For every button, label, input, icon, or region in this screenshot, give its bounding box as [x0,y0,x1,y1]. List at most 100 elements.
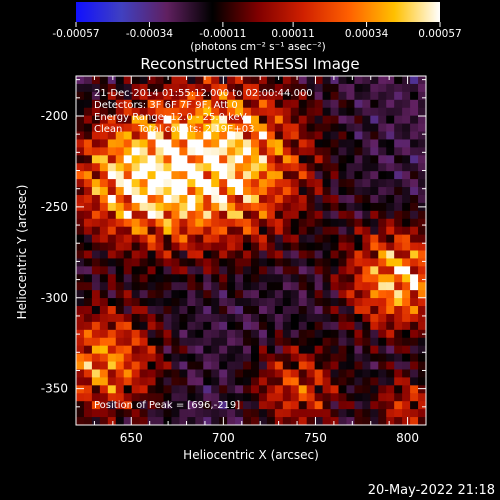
heatmap-cell [243,385,252,394]
heatmap-cell [410,155,419,164]
heatmap-cell [418,321,426,331]
heatmap-cell [274,409,284,418]
heatmap-cell [290,266,300,275]
heatmap-cell [243,171,252,180]
heatmap-cell [322,76,332,85]
heatmap-cell [394,171,403,180]
heatmap-cell [290,76,300,85]
heatmap-cell [386,187,395,196]
heatmap-cell [322,409,332,418]
heatmap-cell [338,163,348,172]
heatmap-cell [282,187,292,196]
heatmap-cell [83,242,93,252]
heatmap-cell [386,194,395,204]
heatmap-cell [330,123,340,133]
heatmap-cell [211,139,220,148]
heatmap-cell [410,417,419,425]
heatmap-cell [211,393,220,402]
heatmap-cell [187,258,196,267]
heatmap-cell [123,179,133,188]
heatmap-cell [219,218,228,228]
heatmap-cell [362,377,371,386]
heatmap-cell [83,266,93,275]
heatmap-cell [91,306,101,315]
heatmap-cell [410,250,419,260]
heatmap-cell [147,194,157,204]
heatmap-cell [418,401,426,410]
heatmap-cell [282,83,292,93]
heatmap-cell [219,226,228,236]
heatmap-cell [274,337,284,347]
heatmap-cell [83,226,93,236]
heatmap-cell [306,202,316,212]
heatmap-cell [402,83,411,93]
heatmap-cell [354,345,363,355]
heatmap-cell [219,337,228,347]
heatmap-cell [107,290,117,299]
heatmap-cell [99,83,109,93]
heatmap-cell [91,417,101,425]
heatmap-cell [195,171,204,180]
heatmap-cell [330,290,340,299]
heatmap-cell [155,250,165,260]
heatmap-cell [219,179,228,188]
heatmap-cell [258,107,268,117]
heatmap-cell [107,194,117,204]
heatmap-cell [211,401,220,410]
heatmap-cell [378,202,387,212]
heatmap-cell [346,345,355,355]
heatmap-cell [338,115,348,125]
heatmap-cell [274,115,284,125]
heatmap-cell [410,329,419,339]
heatmap-cell [147,306,157,315]
heatmap-cell [314,187,324,196]
heatmap-cell [91,290,101,299]
y-axis-ticks: -200-250-300-350 [41,79,426,426]
heatmap-cell [195,194,204,204]
heatmap-cell [290,329,300,339]
heatmap-cell [171,274,180,283]
heatmap-cell [227,107,236,117]
heatmap-cell [99,76,109,85]
heatmap-cell [410,226,419,236]
heatmap-cell [179,266,188,275]
heatmap-cell [346,329,355,339]
heatmap-cell [370,210,379,220]
heatmap-cell [378,258,387,267]
heatmap-cell [354,83,363,93]
heatmap-cell [354,218,363,228]
heatmap-cell [266,329,276,339]
heatmap-cell [203,353,212,363]
heatmap-cell [418,353,426,363]
heatmap-cell [402,329,411,339]
heatmap-cell [386,409,395,418]
heatmap-cell [219,321,228,331]
heatmap-cell [378,313,387,323]
heatmap-cell [243,306,252,315]
heatmap-cell [115,155,125,164]
heatmap-cell [179,329,188,339]
heatmap-cell [274,155,284,164]
heatmap-cell [131,306,141,315]
heatmap-cell [410,171,419,180]
heatmap-cell [107,313,117,323]
heatmap-cell [251,163,260,172]
heatmap-cell [402,306,411,315]
heatmap-cell [155,337,165,347]
heatmap-cell [139,210,149,220]
heatmap-cell [306,329,316,339]
heatmap-cell [123,290,133,299]
heatmap-cell [306,187,316,196]
heatmap-cell [362,417,371,425]
heatmap-cell [274,329,284,339]
colorbar-unit-label: (photons cm⁻² s⁻¹ asec⁻²) [190,41,325,53]
heatmap-cell [147,274,157,283]
heatmap-cell [410,345,419,355]
heatmap-cell [171,282,180,291]
heatmap-cell [91,99,101,109]
heatmap-cell [147,202,157,212]
heatmap-cell [346,83,355,93]
heatmap-cell [370,147,379,156]
heatmap-cell [139,131,149,141]
heatmap-cell [139,282,149,291]
